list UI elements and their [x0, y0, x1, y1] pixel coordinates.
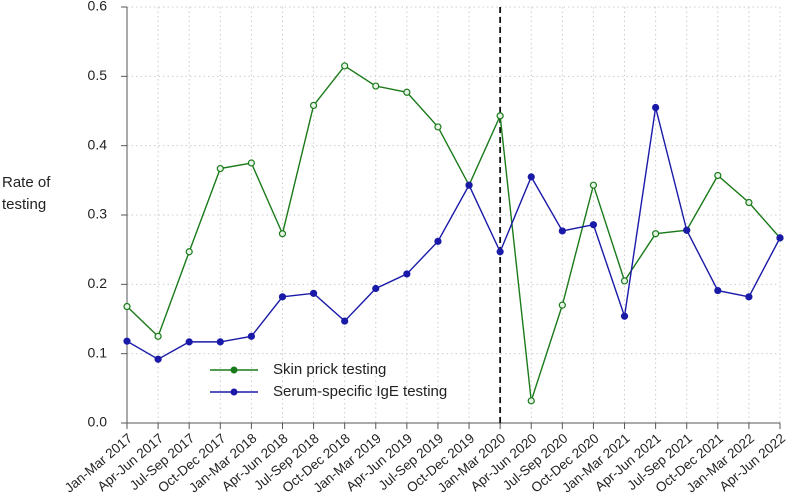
y-axis-label: Rate of testing: [2, 174, 51, 213]
data-point: [278, 293, 287, 301]
data-point: [620, 312, 629, 320]
data-point: [589, 181, 598, 189]
data-point: [247, 332, 255, 340]
data-point: [185, 248, 193, 256]
data-point: [309, 289, 318, 297]
data-point: [589, 221, 598, 229]
data-point: [372, 82, 380, 90]
data-point: [558, 227, 566, 235]
data-point: [123, 337, 131, 345]
data-point: [309, 101, 318, 110]
data-point: [527, 397, 535, 405]
data-point: [714, 171, 722, 180]
data-point: [652, 230, 660, 238]
series-line: [126, 107, 781, 361]
legend-label: Serum-specific IgE testing: [273, 383, 447, 400]
data-point: [558, 301, 566, 309]
data-point: [247, 159, 255, 167]
data-point: [496, 112, 504, 120]
data-point: [216, 338, 224, 346]
y-tick-label: 0.6: [88, 0, 108, 14]
data-point: [620, 277, 629, 285]
legend-label: Skin prick testing: [273, 361, 386, 378]
data-point: [154, 355, 162, 363]
data-point: [341, 317, 349, 325]
data-point: [683, 226, 691, 234]
data-point: [745, 198, 753, 207]
data-point: [154, 332, 162, 340]
data-point: [652, 103, 660, 112]
y-tick-label: 0.3: [88, 206, 108, 222]
data-point: [278, 230, 287, 238]
data-point: [341, 62, 349, 70]
y-tick-label: 0.1: [88, 344, 108, 360]
data-point: [434, 123, 442, 131]
data-point: [745, 293, 753, 301]
legend-marker: [230, 388, 238, 396]
y-tick-label: 0.4: [88, 136, 108, 152]
y-tick-label: 0.5: [88, 67, 108, 83]
data-point: [403, 270, 411, 278]
y-tick-label: 0.2: [88, 275, 108, 291]
data-point: [527, 173, 535, 181]
data-point: [123, 302, 131, 311]
data-point: [403, 88, 411, 96]
y-tick-label: 0.0: [88, 414, 108, 430]
legend-marker: [230, 366, 238, 374]
series-line: [126, 64, 781, 402]
data-point: [496, 248, 504, 256]
data-point: [776, 234, 784, 242]
data-point: [465, 181, 473, 189]
data-point: [216, 164, 224, 173]
data-point: [714, 286, 722, 295]
data-point: [185, 338, 193, 346]
data-point: [372, 284, 380, 293]
data-point: [434, 237, 442, 245]
